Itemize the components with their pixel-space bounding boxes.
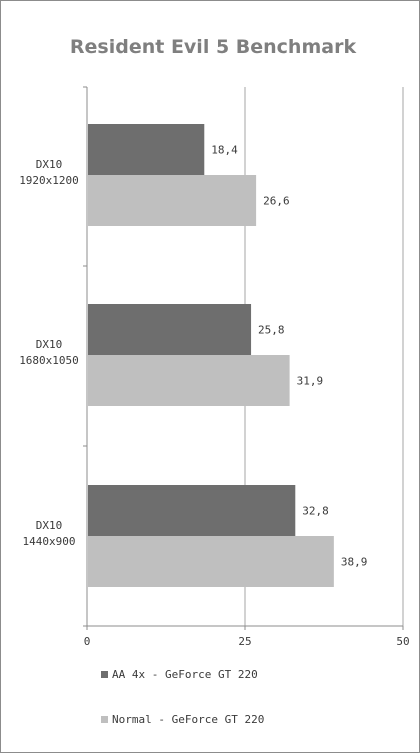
category-label: DX10 xyxy=(36,158,63,171)
plot-area: 0 25 50 18,4 26,6 DX10 1920x1200 25,8 31,9 DX10 16… xyxy=(19,86,410,648)
chart-title: Resident Evil 5 Benchmark xyxy=(70,36,357,58)
legend-label: Normal - GeForce GT 220 xyxy=(112,713,264,726)
category-label: DX10 xyxy=(36,338,63,351)
x-tick-label: 50 xyxy=(396,635,409,648)
legend-swatch xyxy=(101,671,108,678)
category-label: 1440x900 xyxy=(23,535,76,548)
legend-swatch xyxy=(101,716,108,723)
legend: AA 4x - GeForce GT 220 Normal - GeForce G… xyxy=(101,668,264,726)
category-label: 1920x1200 xyxy=(19,174,79,187)
bar xyxy=(88,536,334,587)
category-label: 1680x1050 xyxy=(19,354,79,367)
x-tick-label: 25 xyxy=(238,635,251,648)
bar xyxy=(88,304,252,355)
bar xyxy=(88,124,205,175)
data-label: 18,4 xyxy=(211,144,238,157)
category-label: DX10 xyxy=(36,519,63,532)
data-label: 26,6 xyxy=(263,195,290,208)
data-label: 25,8 xyxy=(258,324,285,337)
legend-label: AA 4x - GeForce GT 220 xyxy=(112,668,258,681)
data-label: 38,9 xyxy=(341,556,368,569)
x-tick-label: 0 xyxy=(84,635,91,648)
data-label: 31,9 xyxy=(297,375,324,388)
bar xyxy=(88,355,290,406)
bar xyxy=(88,175,257,226)
bar xyxy=(88,485,296,536)
data-label: 32,8 xyxy=(302,505,329,518)
